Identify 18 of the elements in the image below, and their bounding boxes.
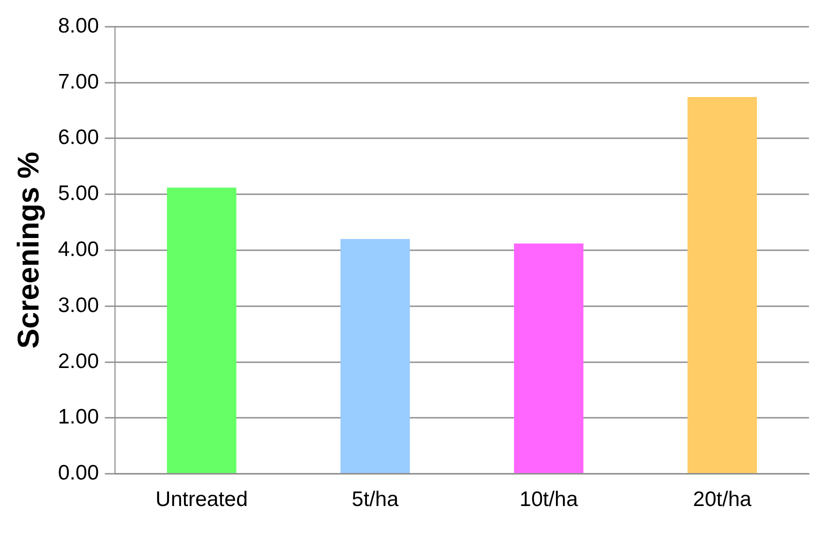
bar [166,188,236,474]
y-axis-title: Screenings % [12,152,46,349]
y-tick-label: 6.00 [58,126,99,150]
y-tick-label: 5.00 [58,182,99,206]
y-tick-label: 0.00 [58,462,99,485]
y-tick-label: 8.00 [58,14,99,38]
y-tick-label: 7.00 [58,70,99,94]
x-tick-label: 10t/ha [520,488,578,512]
bar [688,97,757,474]
y-tick-label: 4.00 [58,238,99,261]
y-tick-label: 1.00 [58,406,99,429]
bar [340,239,410,474]
x-tick-label: 20t/ha [693,488,752,512]
x-tick-label: Untreated [156,488,248,512]
y-tick-label: 2.00 [58,350,99,373]
x-tick-label: 5t/ha [352,488,399,512]
bar [514,243,584,474]
y-tick-label: 3.00 [58,294,99,317]
